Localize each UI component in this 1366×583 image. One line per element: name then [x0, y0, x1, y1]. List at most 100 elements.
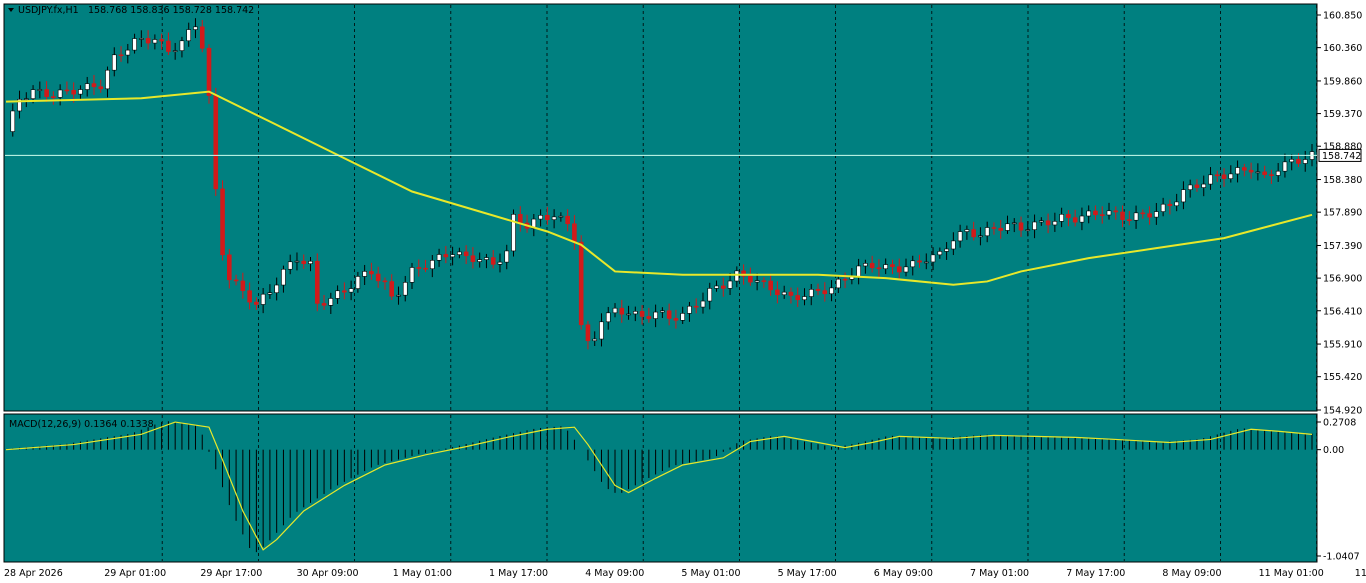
macd-histogram: [12, 421, 1313, 553]
candle-body: [287, 261, 293, 270]
candle-body: [707, 288, 713, 302]
candle-body: [903, 266, 909, 273]
candle-body: [788, 291, 794, 296]
candle-body: [558, 215, 564, 218]
chevron-down-icon[interactable]: [8, 8, 14, 12]
candle-body: [592, 338, 598, 342]
svg-text:158.742: 158.742: [1322, 151, 1361, 162]
current-price-label: 158.742: [1318, 148, 1362, 162]
price-axis-bg: [1318, 4, 1366, 562]
candle-body: [876, 267, 882, 270]
price-level-label: 159.370: [1323, 109, 1362, 120]
macd-panel[interactable]: [3, 413, 1318, 563]
candle-body: [761, 280, 767, 282]
candle-body: [111, 54, 117, 71]
candle-body: [139, 38, 144, 40]
price-levels: 160.850 160.360 159.860 159.370 158.880 158.3…: [1317, 11, 1362, 417]
candle-body: [1025, 229, 1031, 231]
candle-body: [1235, 167, 1240, 175]
candle-body: [937, 251, 943, 256]
time-label: 1 May 17:00: [489, 568, 548, 579]
candle-body: [551, 216, 557, 220]
time-axis: 28 Apr 2026 29 Apr 01:00 29 Apr 17:00 30 Ap…: [4, 568, 1366, 579]
macd-level-label: 0.2708: [1323, 418, 1356, 429]
price-level-label: 159.860: [1323, 76, 1362, 87]
candle-body: [795, 295, 801, 301]
candle-body: [910, 260, 916, 268]
candle-body: [1221, 174, 1227, 179]
candle-body: [693, 305, 699, 308]
candle-body: [612, 307, 618, 314]
candle-body: [754, 280, 760, 283]
candle-body: [457, 251, 462, 255]
candle-body: [1275, 170, 1281, 176]
price-level-label: 160.850: [1323, 11, 1362, 22]
candle-body: [517, 214, 523, 224]
candle-body: [490, 257, 496, 265]
time-label: 1 May 01:00: [393, 568, 452, 579]
price-level-label: 160.360: [1323, 43, 1362, 54]
candle-body: [971, 229, 976, 238]
candle-body: [477, 259, 482, 262]
candle-body: [1018, 222, 1024, 231]
candle-body: [869, 263, 875, 269]
price-level-label: 155.420: [1323, 372, 1362, 383]
candle-body: [206, 47, 212, 96]
candle-body: [619, 307, 625, 315]
vertical-grid: [161, 5, 1317, 561]
candle-body: [802, 296, 807, 301]
candle-body: [1106, 210, 1112, 216]
candle-body: [84, 83, 90, 90]
time-label: 11 May 01:00: [1259, 568, 1324, 579]
candle-body: [152, 39, 158, 44]
candle-body: [1120, 211, 1125, 220]
candle-body: [538, 215, 543, 220]
candle-body: [1242, 167, 1247, 171]
ohlc-values: 158.768 158.836 158.728 158.742: [88, 5, 254, 16]
candle-body: [1066, 214, 1071, 218]
candle-body: [389, 281, 395, 297]
candle-body: [1296, 159, 1301, 164]
candle-body: [653, 311, 658, 319]
candle-body: [714, 285, 719, 289]
candle-body: [78, 89, 83, 95]
candle-body: [328, 298, 334, 306]
candle-body: [254, 301, 259, 305]
candle-body: [1126, 219, 1132, 221]
candle-body: [24, 98, 29, 100]
price-panel[interactable]: [3, 3, 1318, 412]
time-label: 6 May 09:00: [874, 568, 933, 579]
candle-body: [998, 227, 1004, 231]
candle-body: [281, 268, 286, 286]
candle-body: [633, 311, 638, 315]
candle-body: [687, 305, 692, 314]
candle-body: [450, 254, 455, 258]
candle-body: [951, 240, 956, 250]
candle-body: [1255, 171, 1261, 174]
candle-body: [1005, 223, 1010, 231]
candle-body: [572, 223, 577, 243]
time-label: 5 May 17:00: [778, 568, 837, 579]
candle-body: [1039, 220, 1044, 223]
candle-body: [1032, 221, 1037, 230]
candle-body: [666, 310, 672, 319]
candle-body: [125, 49, 131, 56]
candle-body: [1052, 221, 1058, 226]
candle-body: [1228, 173, 1234, 179]
macd-levels: 0.2708 0.00 -1.0407: [1317, 418, 1360, 563]
candle-body: [1181, 189, 1186, 203]
candle-body: [545, 215, 550, 220]
time-label: 7 May 01:00: [970, 568, 1029, 579]
candle-body: [1045, 220, 1051, 226]
candle-body: [1201, 183, 1207, 188]
candle-body: [1194, 184, 1200, 188]
time-label: 30 Apr 09:00: [297, 568, 359, 579]
candle-body: [964, 229, 970, 232]
candle-body: [842, 278, 848, 281]
candle-body: [166, 40, 171, 52]
time-label: 7 May 17:00: [1066, 568, 1125, 579]
candle-body: [1289, 159, 1294, 163]
candle-body: [1167, 203, 1173, 207]
candle-body: [436, 254, 442, 261]
